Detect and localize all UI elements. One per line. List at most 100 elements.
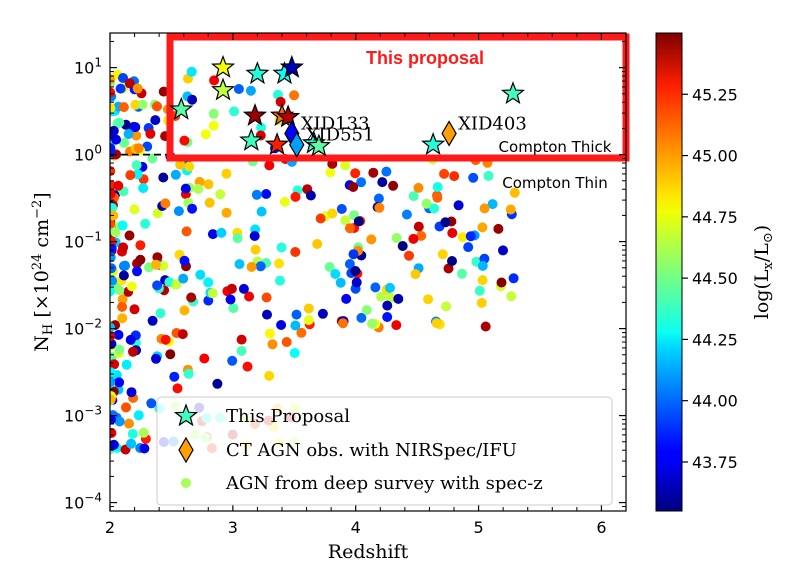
survey-point — [416, 230, 427, 241]
colorbar: 43.75 44.00 44.25 44.50 44.75 45.00 45.25 log(… — [655, 32, 776, 512]
diamond-point-label: XID403 — [458, 113, 527, 134]
survey-point — [110, 129, 116, 140]
survey-point — [128, 346, 138, 357]
survey-point — [246, 261, 257, 272]
legend-diamond-marker — [178, 436, 194, 464]
y-tick-label: 10−4 — [64, 491, 102, 513]
survey-point — [226, 283, 237, 294]
survey-point — [181, 226, 192, 237]
survey-point — [114, 416, 125, 427]
survey-point — [132, 169, 143, 180]
survey-point — [117, 220, 128, 231]
survey-point — [413, 221, 424, 232]
survey-point — [173, 206, 184, 217]
y-axis-label: NH [×1024 cm−2] — [30, 192, 56, 351]
survey-point — [324, 262, 335, 272]
proposal-star-point — [245, 61, 270, 85]
survey-point — [264, 328, 275, 339]
proposal-star-point — [169, 96, 194, 120]
survey-point — [110, 428, 117, 438]
survey-point — [476, 297, 487, 308]
survey-point — [498, 245, 508, 256]
survey-point — [256, 122, 267, 133]
compton-thick-label: Compton Thick — [499, 138, 612, 156]
colorbar-tick-label: 45.25 — [692, 85, 738, 104]
survey-point — [377, 177, 388, 188]
survey-point — [232, 233, 243, 244]
survey-point — [327, 208, 338, 219]
y-tick-label: 101 — [74, 56, 102, 78]
survey-point — [336, 204, 347, 214]
survey-point — [382, 300, 393, 311]
survey-point — [113, 180, 124, 191]
survey-point — [376, 291, 387, 302]
survey-point — [124, 230, 135, 241]
survey-point — [118, 73, 128, 83]
survey-point — [110, 227, 121, 238]
survey-point — [391, 233, 402, 243]
nirspec-diamond-point — [441, 120, 457, 147]
survey-point — [440, 217, 451, 228]
survey-point — [229, 106, 240, 117]
survey-point — [351, 277, 362, 288]
survey-point — [145, 128, 156, 139]
survey-point — [125, 334, 136, 345]
survey-point — [413, 182, 424, 193]
survey-point — [317, 308, 328, 319]
survey-point — [477, 260, 488, 271]
survey-point — [479, 203, 490, 214]
x-tick-label: 3 — [228, 518, 238, 537]
survey-point — [126, 281, 137, 292]
survey-point — [172, 383, 183, 394]
survey-point — [200, 129, 211, 140]
survey-point — [152, 252, 163, 263]
survey-point — [110, 188, 116, 199]
survey-point — [340, 215, 351, 226]
survey-point — [151, 259, 161, 270]
survey-point — [348, 182, 359, 192]
survey-point — [133, 143, 144, 154]
survey-point — [261, 189, 272, 199]
survey-point — [127, 428, 138, 439]
survey-point — [493, 223, 504, 234]
survey-point — [408, 191, 419, 202]
survey-point — [388, 180, 399, 191]
survey-point — [236, 345, 247, 356]
survey-point — [179, 135, 190, 146]
survey-point — [179, 305, 190, 316]
survey-point — [204, 197, 215, 208]
survey-point — [171, 279, 182, 290]
survey-point — [447, 228, 458, 238]
survey-point — [449, 171, 460, 182]
survey-point — [137, 99, 148, 110]
y-tick-label: 100 — [74, 143, 102, 165]
survey-point — [131, 160, 142, 171]
survey-point — [135, 254, 146, 265]
survey-point — [150, 115, 161, 126]
survey-point — [338, 318, 348, 329]
survey-point — [234, 259, 245, 270]
survey-point — [208, 120, 219, 131]
survey-point — [208, 108, 219, 119]
survey-point — [110, 74, 116, 85]
survey-point — [175, 159, 186, 170]
survey-point — [207, 229, 218, 240]
survey-point — [110, 143, 116, 154]
proposal-stars — [169, 54, 526, 157]
survey-point — [130, 99, 141, 110]
survey-point — [117, 313, 128, 324]
survey-point — [199, 353, 210, 364]
survey-point — [457, 232, 468, 243]
survey-point — [129, 304, 140, 315]
survey-point — [160, 198, 171, 209]
survey-point — [138, 183, 149, 194]
survey-point — [236, 334, 247, 345]
x-tick-label: 6 — [596, 518, 606, 537]
survey-point — [463, 242, 474, 253]
survey-point — [249, 231, 260, 241]
survey-point — [330, 269, 341, 279]
survey-point — [291, 309, 302, 320]
survey-point — [183, 368, 194, 379]
survey-point — [146, 398, 157, 409]
